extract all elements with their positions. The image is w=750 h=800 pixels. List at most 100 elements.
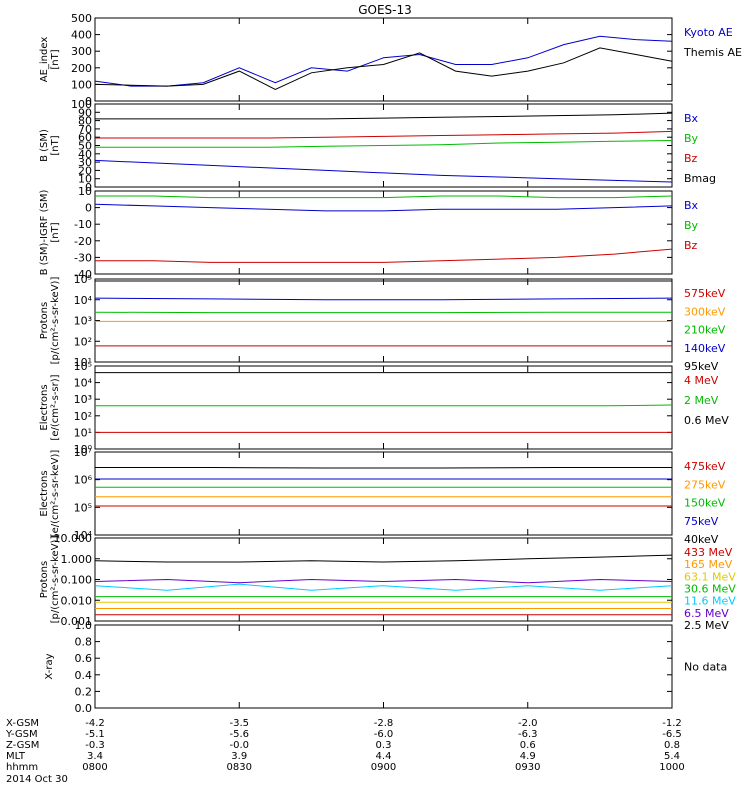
legend-label: 30.6 MeV <box>684 583 736 596</box>
y-tick-label: -40 <box>74 268 92 281</box>
legend-label: 40keV <box>684 533 719 546</box>
series-line-themis-ae <box>94 47 673 90</box>
ephem-value: -2.0 <box>518 718 538 729</box>
ephem-row-label: hhmm <box>6 762 38 773</box>
legend-label: 2.5 MeV <box>684 619 729 632</box>
legend-label: 4 MeV <box>684 374 719 387</box>
ephem-value: 1000 <box>659 762 684 773</box>
series-line-by <box>95 195 673 199</box>
series-line-bmag <box>95 112 673 120</box>
legend-label: 433 MeV <box>684 546 733 559</box>
legend-label: 475keV <box>684 460 726 473</box>
y-tick-label: 0.4 <box>75 669 93 682</box>
y-tick-label: 10¹ <box>74 356 92 369</box>
ephem-value: -1.2 <box>662 718 682 729</box>
y-axis-label: [nT] <box>50 49 61 69</box>
y-axis-label: [nT] <box>50 135 61 155</box>
legend-label: Bz <box>684 152 698 165</box>
legend-label: 0.6 MeV <box>684 414 729 427</box>
ephem-value: 0800 <box>82 762 107 773</box>
ephem-row-label: Z-GSM <box>6 740 39 751</box>
panel-electrons_mev: 10⁰ 10¹ 10² 10³ 10⁴ 10⁵ Electrons [e/(cm²-s-sr)… <box>39 360 729 456</box>
series-line-bx <box>94 159 673 183</box>
ephem-row-label: MLT <box>6 751 26 762</box>
y-tick-label: 40 <box>78 148 92 161</box>
ephem-value: 0.6 <box>520 740 536 751</box>
ephem-row-label: X-GSM <box>6 718 39 729</box>
series-line-2-5-mev <box>94 554 673 563</box>
ephem-value: 3.9 <box>231 751 247 762</box>
y-tick-label: 10 <box>78 185 92 198</box>
panel-xray: 0.0 0.2 0.4 0.6 0.8 1.0 X-ray No data <box>44 619 727 715</box>
ephem-value: -4.2 <box>85 718 105 729</box>
y-tick-label: 100 <box>71 78 92 91</box>
y-tick-label: 0.6 <box>75 652 93 665</box>
ephemeris-table: X-GSM -4.2 -3.5 -2.8 -2.0 -1.2 Y-GSM -5.1 -5.6 -6… <box>5 718 685 785</box>
y-tick-label: 10.000 <box>54 532 93 545</box>
y-tick-label: 0 <box>85 181 92 194</box>
y-tick-label: -30 <box>74 251 92 264</box>
ephem-value: 4.4 <box>376 751 392 762</box>
y-tick-label: 10⁰ <box>74 443 93 456</box>
ephem-value: -6.0 <box>374 729 394 740</box>
y-axis-label: [e/(cm²-s-sr-keV)] <box>50 450 61 538</box>
y-tick-label: 0.8 <box>75 636 93 649</box>
ephem-row-label: Y-GSM <box>5 729 38 740</box>
ephem-value: 0900 <box>371 762 396 773</box>
y-tick-label: 10⁴ <box>74 294 93 307</box>
y-axis-label: Protons <box>39 561 50 598</box>
ephem-value: 0.3 <box>376 740 392 751</box>
panel-frame <box>94 365 673 450</box>
series-line-140kev <box>94 297 673 301</box>
y-axis-label: [p/(cm²-s-sr-keV)] <box>50 277 61 365</box>
legend-label: Themis AE <box>683 46 742 59</box>
y-tick-label: 0.001 <box>61 615 93 628</box>
legend-label: Bx <box>684 199 699 212</box>
ephem-value: 0.8 <box>664 740 680 751</box>
y-tick-label: 10⁶ <box>74 474 93 487</box>
legend-label: By <box>684 132 699 145</box>
legend-label: 2 MeV <box>684 394 719 407</box>
y-tick-label: 200 <box>71 62 92 75</box>
legend-label: 165 MeV <box>684 558 733 571</box>
legend-label: 11.6 MeV <box>684 595 736 608</box>
y-tick-label: 90 <box>78 106 92 119</box>
y-tick-label: 400 <box>71 29 92 42</box>
y-tick-label: 10⁵ <box>74 501 92 514</box>
legend-label: Kyoto AE <box>684 26 733 39</box>
panel-frame <box>94 624 673 709</box>
y-tick-label: 0 <box>85 95 92 108</box>
y-tick-label: 0.0 <box>75 702 93 715</box>
y-tick-label: 0 <box>85 202 92 215</box>
y-tick-label: 10² <box>74 335 92 348</box>
y-tick-label: 60 <box>78 131 92 144</box>
y-axis-label: B (SM) <box>39 129 50 162</box>
ephem-value: -6.3 <box>518 729 538 740</box>
legend-label: 150keV <box>684 497 726 510</box>
ephem-value: -6.5 <box>662 729 682 740</box>
y-tick-label: 80 <box>78 115 92 128</box>
y-axis-label: Electrons <box>39 384 50 430</box>
legend-label: 140keV <box>684 342 726 355</box>
y-tick-label: 1.0 <box>75 619 93 632</box>
y-axis-label: B (SM)-IGRF (SM) <box>39 190 50 276</box>
y-tick-label: 10² <box>74 410 92 423</box>
y-tick-label: 500 <box>71 12 92 25</box>
ephem-value: 0930 <box>515 762 540 773</box>
ephem-value: -0.0 <box>229 740 249 751</box>
y-axis-label: [p/(cm²-s-sr-keV)] <box>50 536 61 624</box>
plot-title: GOES-13 <box>358 3 412 17</box>
panel-protons_mev: 0.001 0.010 0.100 1.000 10.000 Protons [p/(cm²… <box>39 532 736 632</box>
ephem-value: 3.4 <box>87 751 103 762</box>
y-tick-label: 0.2 <box>75 685 93 698</box>
y-tick-label: 1.000 <box>61 553 93 566</box>
ephem-value: -5.6 <box>229 729 249 740</box>
y-axis-label: AE_index <box>39 37 50 83</box>
y-tick-label: 0.100 <box>61 574 93 587</box>
y-tick-label: 10³ <box>74 315 92 328</box>
series-line-bx <box>94 203 673 212</box>
panel-protons_hi: 10¹ 10² 10³ 10⁴ 10⁵ Protons [p/(cm²-s-sr-keV)]… <box>39 273 726 373</box>
panel-frame <box>94 17 673 102</box>
